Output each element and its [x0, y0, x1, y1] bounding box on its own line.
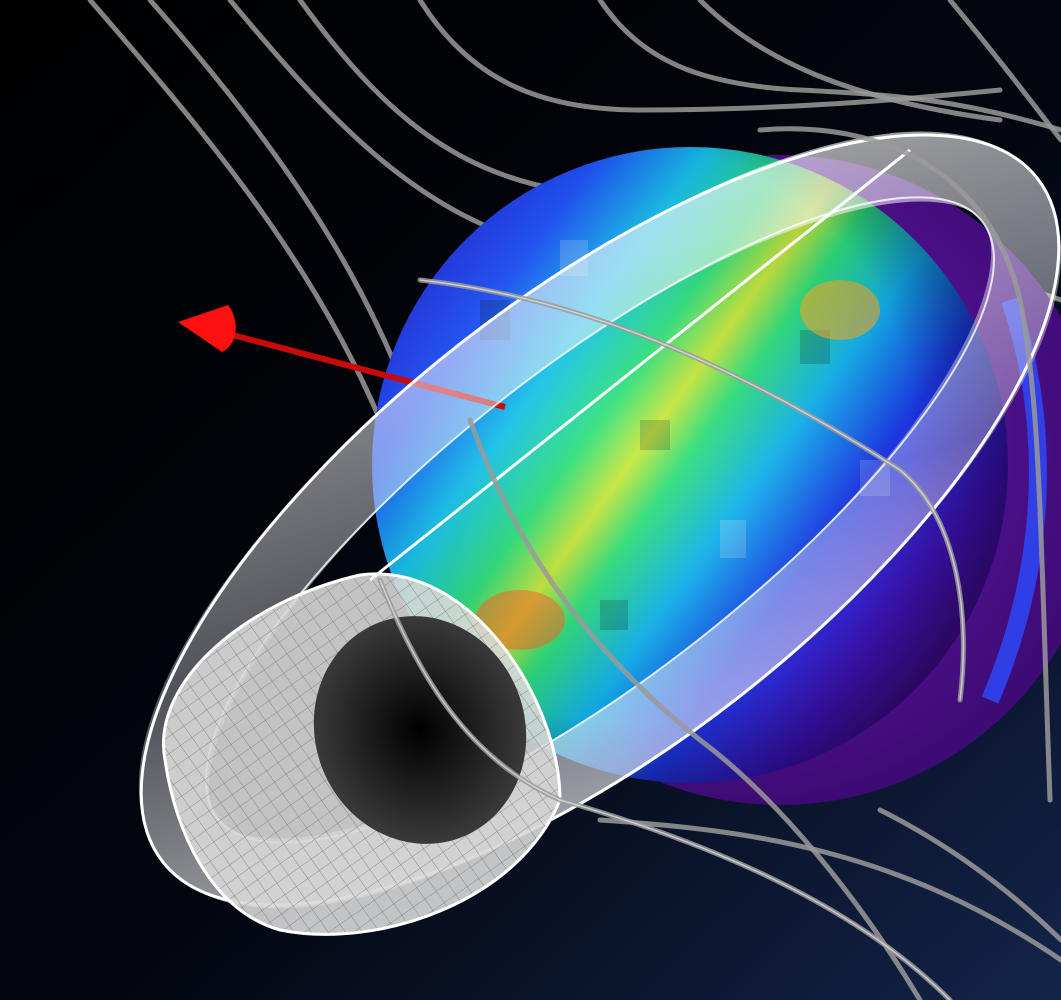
torus-hole	[313, 616, 527, 844]
arrow-head	[178, 305, 236, 352]
field-line-highlight	[419, 279, 965, 701]
field-line	[947, 0, 1061, 143]
field-line-highlight	[379, 579, 951, 1000]
torus-cut-edge	[369, 148, 911, 582]
field-line	[697, 0, 1003, 123]
torus-edge	[139, 133, 1061, 907]
field-line	[757, 126, 1053, 803]
torus-end-edge	[162, 572, 562, 936]
field-line	[467, 417, 923, 1000]
field-line	[877, 807, 1061, 943]
field-lines-front	[377, 126, 1061, 1000]
field-line	[87, 0, 403, 473]
field-line	[597, 0, 1061, 133]
field-line	[597, 817, 1061, 963]
